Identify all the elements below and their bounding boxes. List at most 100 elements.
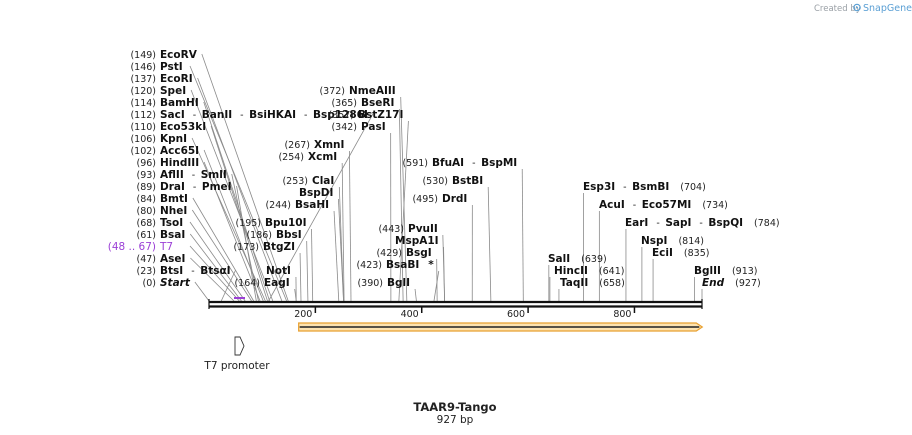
site-label-bsgi[interactable]: (429) BsgI bbox=[376, 247, 431, 259]
site-label-spei[interactable]: (120) SpeI bbox=[130, 85, 186, 97]
site-label-xcmi[interactable]: (254) XcmI bbox=[278, 151, 337, 163]
site-label-start[interactable]: (0) Start bbox=[143, 277, 191, 289]
site-label-esp3i[interactable]: Esp3I - BsmBI (704) bbox=[583, 181, 706, 193]
site-label-noti[interactable]: NotI bbox=[266, 265, 291, 277]
enzyme-name-nspi: NspI bbox=[641, 235, 667, 247]
enzyme-name-saci: SacI bbox=[160, 109, 185, 121]
enzyme-name-bbsi: BbsI bbox=[276, 229, 302, 241]
site-label-bseri[interactable]: (365) BseRI bbox=[331, 97, 394, 109]
site-label-acc65i[interactable]: (102) Acc65I bbox=[130, 145, 199, 157]
site-label-hindiii[interactable]: (96) HindIII bbox=[136, 157, 199, 169]
site-position: (112) bbox=[130, 110, 156, 121]
created-by-credit: Created by bbox=[814, 4, 861, 14]
site-position: (61) bbox=[136, 230, 156, 241]
site-label-nmeaiii[interactable]: (372) NmeAIII bbox=[319, 85, 395, 97]
site-label-ecorv[interactable]: (149) EcoRV bbox=[130, 49, 197, 61]
site-label-bsai[interactable]: (61) BsaI bbox=[136, 229, 185, 241]
site-label-pvuii[interactable]: (443) PvuII bbox=[378, 223, 437, 235]
enzyme-name-spei: SpeI bbox=[160, 85, 186, 97]
enzyme-name-banii: BanII bbox=[202, 109, 232, 121]
site-label-bgli[interactable]: (390) BglI bbox=[357, 277, 410, 289]
t7-promoter-icon[interactable] bbox=[234, 336, 245, 356]
site-label-eari[interactable]: EarI - SapI - BspQI (784) bbox=[625, 217, 780, 229]
site-label-bmti[interactable]: (84) BmtI bbox=[136, 193, 187, 205]
site-label-bfuai[interactable]: (591) BfuAI - BspMI bbox=[402, 157, 517, 169]
leader-line bbox=[189, 65, 288, 302]
enzyme-name-drai: DraI bbox=[160, 181, 185, 193]
site-label-pasi[interactable]: (342) PasI bbox=[331, 121, 385, 133]
enzyme-name-eco57mi: Eco57MI bbox=[642, 199, 692, 211]
site-label-hincii[interactable]: HincII (641) bbox=[554, 265, 624, 277]
site-label-asei[interactable]: (47) AseI bbox=[136, 253, 185, 265]
site-position: (149) bbox=[130, 50, 156, 61]
site-label-drdi[interactable]: (495) DrdI bbox=[412, 193, 467, 205]
site-label-saci[interactable]: (112) SacI - BanII - BsiHKAI - Bsp1286I bbox=[130, 109, 367, 121]
site-position: (254) bbox=[278, 152, 304, 163]
site-label-bspdi[interactable]: BspDI bbox=[299, 187, 333, 199]
leader-line bbox=[521, 168, 524, 302]
site-label-bstz17i[interactable]: (357) BstZ17I bbox=[328, 109, 403, 121]
site-label-bglii[interactable]: BglII (913) bbox=[694, 265, 757, 277]
site-label-tsoi[interactable]: (68) TsoI bbox=[136, 217, 183, 229]
site-label-clai[interactable]: (253) ClaI bbox=[282, 175, 334, 187]
tick-label-600: 600 bbox=[507, 309, 525, 320]
enzyme-name-drdi: DrdI bbox=[442, 193, 467, 205]
site-position: (137) bbox=[130, 74, 156, 85]
name-separator: - bbox=[240, 110, 243, 121]
enzyme-name-smli: SmlI bbox=[201, 169, 227, 181]
name-separator: - bbox=[193, 110, 196, 121]
site-label-t7[interactable]: (48 .. 67) T7 bbox=[108, 241, 173, 253]
site-label-bsahi[interactable]: (244) BsaHI bbox=[265, 199, 329, 211]
enzyme-name-mspa1i: MspA1I bbox=[395, 235, 439, 247]
site-label-eco53ki[interactable]: (110) Eco53kI bbox=[130, 121, 206, 133]
site-position: (48 .. 67) bbox=[108, 241, 156, 253]
leader-line bbox=[189, 245, 240, 302]
leader-line bbox=[189, 233, 242, 302]
name-separator: - bbox=[472, 158, 475, 169]
enzyme-name-bspmi: BspMI bbox=[481, 157, 517, 169]
site-position: (80) bbox=[136, 206, 156, 217]
site-label-ecii[interactable]: EciI (835) bbox=[652, 247, 709, 259]
site-label-drai[interactable]: (89) DraI - PmeI bbox=[136, 181, 231, 193]
site-label-bsabi[interactable]: (423) BsaBI * bbox=[356, 259, 434, 271]
site-label-bpu10i[interactable]: (195) Bpu10I bbox=[235, 217, 306, 229]
site-label-btsi[interactable]: (23) BtsI - BtsαI bbox=[136, 265, 230, 277]
site-label-nspi[interactable]: NspI (814) bbox=[641, 235, 704, 247]
site-label-ecori[interactable]: (137) EcoRI bbox=[130, 73, 192, 85]
site-label-psti[interactable]: (146) PstI bbox=[130, 61, 182, 73]
site-leader-lines bbox=[189, 53, 703, 302]
site-label-sali[interactable]: SalI (639) bbox=[548, 253, 607, 265]
leader-line bbox=[189, 221, 246, 302]
site-label-bbsi[interactable]: (186) BbsI bbox=[246, 229, 301, 241]
site-label-xmni[interactable]: (267) XmnI bbox=[284, 139, 344, 151]
leader-line bbox=[333, 210, 340, 302]
site-label-eagi[interactable]: (164) EagI bbox=[234, 277, 289, 289]
site-label-acui[interactable]: AcuI - Eco57MI (734) bbox=[599, 199, 728, 211]
enzyme-name-bseri: BseRI bbox=[361, 97, 394, 109]
enzyme-name-taqii: TaqII bbox=[560, 277, 588, 289]
site-position: (253) bbox=[282, 176, 308, 187]
enzyme-name-sali: SalI bbox=[548, 253, 570, 265]
leader-line bbox=[311, 228, 314, 302]
leader-line bbox=[442, 234, 445, 302]
name-separator: - bbox=[304, 110, 307, 121]
site-position: (734) bbox=[702, 200, 728, 211]
site-label-mspa1i[interactable]: MspA1I bbox=[395, 235, 439, 247]
leader-line bbox=[338, 186, 344, 302]
site-position: (835) bbox=[684, 248, 710, 259]
site-label-aflii[interactable]: (93) AflII - SmlI bbox=[136, 169, 226, 181]
enzyme-name-bglii: BglII bbox=[694, 265, 721, 277]
site-label-bstbi[interactable]: (530) BstBI bbox=[422, 175, 483, 187]
site-label-nhei[interactable]: (80) NheI bbox=[136, 205, 187, 217]
enzyme-name-bpu10i: Bpu10I bbox=[265, 217, 307, 229]
leader-line bbox=[220, 269, 236, 302]
enzyme-name-bfuai: BfuAI bbox=[432, 157, 464, 169]
site-label-bamhi[interactable]: (114) BamHI bbox=[130, 97, 198, 109]
site-label-taqii[interactable]: TaqII (658) bbox=[560, 277, 625, 289]
site-label-kpni[interactable]: (106) KpnI bbox=[130, 133, 187, 145]
leader-line bbox=[398, 120, 409, 302]
enzyme-name-btgzi: BtgZI bbox=[263, 241, 295, 253]
site-label-end[interactable]: End (927) bbox=[702, 277, 761, 289]
site-label-btgzi[interactable]: (173) BtgZI bbox=[233, 241, 295, 253]
orf-arrow[interactable] bbox=[298, 322, 704, 332]
